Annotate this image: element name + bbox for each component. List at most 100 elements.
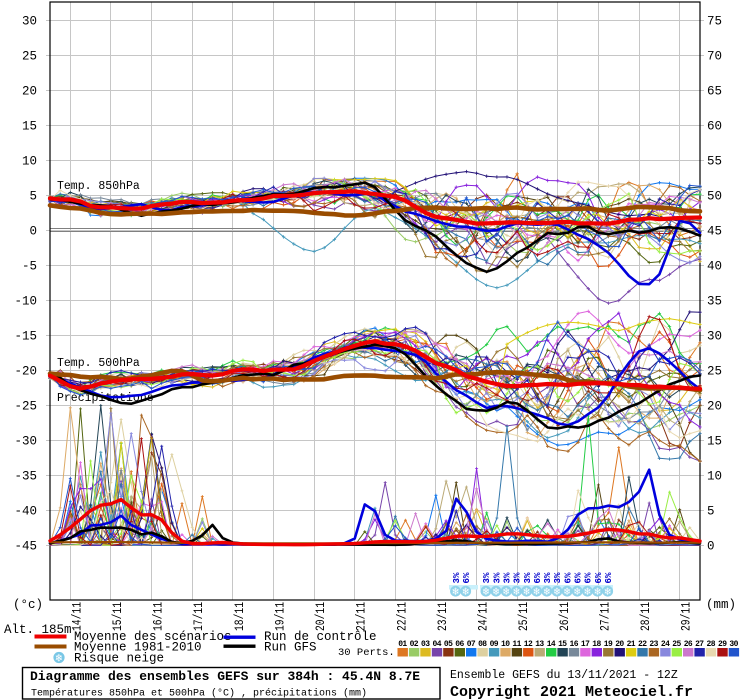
svg-text:10: 10 bbox=[22, 155, 37, 169]
svg-text:3%: 3% bbox=[491, 572, 502, 584]
svg-text:Run de contrôle: Run de contrôle bbox=[264, 630, 377, 644]
svg-text:15/11: 15/11 bbox=[110, 602, 125, 631]
svg-text:0: 0 bbox=[29, 225, 37, 239]
svg-text:Moyenne 1981-2010: Moyenne 1981-2010 bbox=[74, 641, 202, 655]
svg-text:5: 5 bbox=[707, 505, 715, 519]
svg-text:27/11: 27/11 bbox=[597, 602, 612, 631]
svg-text:6%: 6% bbox=[583, 572, 594, 584]
svg-text:-15: -15 bbox=[14, 330, 37, 344]
svg-text:09: 09 bbox=[490, 640, 499, 649]
svg-text:23/11: 23/11 bbox=[435, 602, 450, 631]
svg-text:3%: 3% bbox=[481, 572, 492, 584]
svg-text:❄: ❄ bbox=[493, 587, 500, 599]
svg-text:3%: 3% bbox=[552, 572, 563, 584]
svg-text:03: 03 bbox=[421, 640, 430, 649]
svg-text:27: 27 bbox=[695, 640, 704, 649]
svg-text:26: 26 bbox=[684, 640, 693, 649]
svg-text:30: 30 bbox=[22, 15, 37, 29]
svg-text:20: 20 bbox=[707, 400, 722, 414]
svg-text:❄: ❄ bbox=[543, 587, 550, 599]
svg-text:6%: 6% bbox=[461, 572, 472, 584]
svg-text:Moyenne des scénarios: Moyenne des scénarios bbox=[74, 630, 232, 644]
svg-text:16: 16 bbox=[570, 640, 579, 649]
svg-text:15: 15 bbox=[22, 120, 37, 134]
svg-text:26/11: 26/11 bbox=[557, 602, 572, 631]
svg-text:0: 0 bbox=[707, 540, 715, 554]
svg-text:28/11: 28/11 bbox=[638, 602, 653, 631]
svg-text:30: 30 bbox=[729, 640, 738, 649]
svg-text:14/11: 14/11 bbox=[69, 602, 84, 631]
svg-text:❄: ❄ bbox=[452, 587, 459, 599]
svg-text:Temp. 500hPa: Temp. 500hPa bbox=[57, 357, 140, 370]
svg-text:40: 40 bbox=[707, 260, 722, 274]
svg-text:17: 17 bbox=[581, 640, 590, 649]
svg-text:Diagramme des ensembles GEFS s: Diagramme des ensembles GEFS sur 384h : … bbox=[30, 669, 420, 684]
svg-text:65: 65 bbox=[707, 85, 722, 99]
svg-text:❄: ❄ bbox=[513, 587, 520, 599]
svg-text:6%: 6% bbox=[603, 572, 614, 584]
svg-text:25: 25 bbox=[672, 640, 681, 649]
svg-text:20: 20 bbox=[22, 85, 37, 99]
svg-text:Ensemble GEFS du 13/11/2021 -: Ensemble GEFS du 13/11/2021 - 12Z bbox=[450, 669, 678, 682]
svg-text:(°c): (°c) bbox=[13, 598, 43, 612]
svg-text:❄: ❄ bbox=[533, 587, 540, 599]
svg-text:-10: -10 bbox=[14, 295, 37, 309]
svg-text:❄: ❄ bbox=[56, 653, 63, 666]
svg-text:❄: ❄ bbox=[584, 587, 591, 599]
svg-text:Alt. 185m: Alt. 185m bbox=[4, 623, 72, 637]
svg-text:-30: -30 bbox=[14, 435, 37, 449]
svg-text:30: 30 bbox=[707, 330, 722, 344]
svg-text:20/11: 20/11 bbox=[313, 602, 328, 631]
svg-text:22: 22 bbox=[638, 640, 647, 649]
svg-text:-45: -45 bbox=[14, 540, 37, 554]
svg-text:-35: -35 bbox=[14, 470, 37, 484]
svg-text:3%: 3% bbox=[512, 572, 523, 584]
svg-text:55: 55 bbox=[707, 155, 722, 169]
svg-text:Copyright 2021 Meteociel.fr: Copyright 2021 Meteociel.fr bbox=[450, 684, 693, 700]
svg-text:60: 60 bbox=[707, 120, 722, 134]
svg-text:15: 15 bbox=[707, 435, 722, 449]
svg-text:-25: -25 bbox=[14, 400, 37, 414]
svg-text:10: 10 bbox=[707, 470, 722, 484]
svg-text:❄: ❄ bbox=[594, 587, 601, 599]
svg-text:12: 12 bbox=[524, 640, 533, 649]
svg-text:17/11: 17/11 bbox=[191, 602, 206, 631]
svg-text:06: 06 bbox=[455, 640, 464, 649]
svg-text:19: 19 bbox=[604, 640, 613, 649]
svg-text:6%: 6% bbox=[573, 572, 584, 584]
svg-text:-40: -40 bbox=[14, 505, 37, 519]
svg-text:(mm): (mm) bbox=[706, 598, 736, 612]
svg-text:❄: ❄ bbox=[523, 587, 530, 599]
svg-text:24/11: 24/11 bbox=[476, 602, 491, 631]
svg-text:04: 04 bbox=[433, 640, 442, 649]
svg-text:3%: 3% bbox=[451, 572, 462, 584]
svg-text:01: 01 bbox=[398, 640, 407, 649]
svg-text:21: 21 bbox=[627, 640, 636, 649]
svg-text:❄: ❄ bbox=[554, 587, 561, 599]
svg-text:❄: ❄ bbox=[462, 587, 469, 599]
svg-text:❄: ❄ bbox=[564, 587, 571, 599]
svg-text:6%: 6% bbox=[593, 572, 604, 584]
svg-text:21/11: 21/11 bbox=[354, 602, 369, 631]
svg-text:07: 07 bbox=[467, 640, 476, 649]
svg-text:14: 14 bbox=[547, 640, 556, 649]
svg-text:25/11: 25/11 bbox=[516, 602, 531, 631]
svg-text:❄: ❄ bbox=[483, 587, 490, 599]
svg-text:Run GFS: Run GFS bbox=[264, 641, 317, 655]
svg-text:05: 05 bbox=[444, 640, 453, 649]
svg-text:25: 25 bbox=[22, 50, 37, 64]
svg-text:5: 5 bbox=[29, 190, 37, 204]
svg-text:45: 45 bbox=[707, 225, 722, 239]
svg-text:28: 28 bbox=[707, 640, 716, 649]
svg-text:10: 10 bbox=[501, 640, 510, 649]
svg-text:50: 50 bbox=[707, 190, 722, 204]
svg-text:6%: 6% bbox=[532, 572, 543, 584]
svg-text:-5: -5 bbox=[22, 260, 37, 274]
svg-text:❄: ❄ bbox=[574, 587, 581, 599]
svg-text:3%: 3% bbox=[522, 572, 533, 584]
svg-text:13: 13 bbox=[535, 640, 544, 649]
svg-text:3%: 3% bbox=[542, 572, 553, 584]
svg-text:75: 75 bbox=[707, 15, 722, 29]
svg-text:11: 11 bbox=[512, 640, 521, 649]
svg-text:❄: ❄ bbox=[503, 587, 510, 599]
